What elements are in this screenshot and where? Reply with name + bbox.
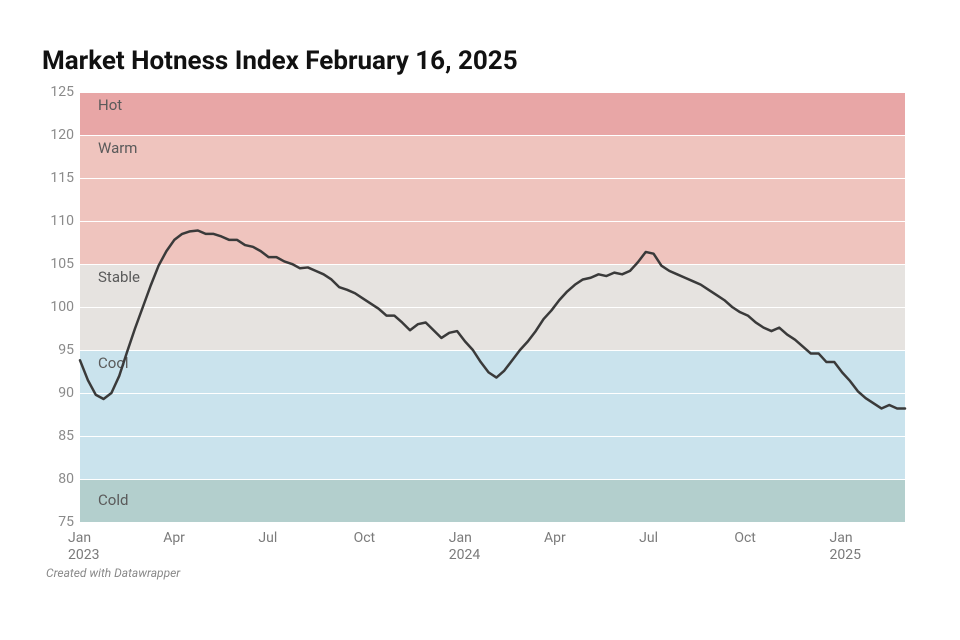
gridline-y-75 bbox=[80, 522, 905, 523]
y-tick-label: 110 bbox=[38, 213, 74, 229]
x-tick-label: Apr bbox=[163, 530, 185, 547]
y-tick-label: 120 bbox=[38, 127, 74, 143]
x-tick-label: Jul bbox=[639, 530, 658, 547]
x-tick-label: Jul bbox=[258, 530, 277, 547]
x-tick-label: Jan 2024 bbox=[449, 530, 480, 564]
x-tick-label: Jan 2025 bbox=[830, 530, 861, 564]
line-svg bbox=[80, 92, 905, 522]
x-tick-label: Apr bbox=[544, 530, 566, 547]
y-tick-label: 100 bbox=[38, 299, 74, 315]
chart-title: Market Hotness Index February 16, 2025 bbox=[42, 46, 518, 76]
y-tick-label: 95 bbox=[38, 342, 74, 358]
chart-credit: Created with Datawrapper bbox=[46, 566, 180, 580]
y-tick-label: 80 bbox=[38, 471, 74, 487]
y-tick-label: 125 bbox=[38, 84, 74, 100]
x-tick-label: Jan 2023 bbox=[68, 530, 99, 564]
y-tick-label: 90 bbox=[38, 385, 74, 401]
y-tick-label: 85 bbox=[38, 428, 74, 444]
y-tick-label: 115 bbox=[38, 170, 74, 186]
plot-area: HotWarmStableCoolCold bbox=[80, 92, 905, 522]
x-tick-label: Oct bbox=[734, 530, 756, 547]
chart-container: Market Hotness Index February 16, 2025 H… bbox=[0, 0, 960, 640]
y-tick-label: 75 bbox=[38, 514, 74, 530]
series-line bbox=[80, 230, 905, 408]
x-tick-label: Oct bbox=[354, 530, 376, 547]
y-tick-label: 105 bbox=[38, 256, 74, 272]
